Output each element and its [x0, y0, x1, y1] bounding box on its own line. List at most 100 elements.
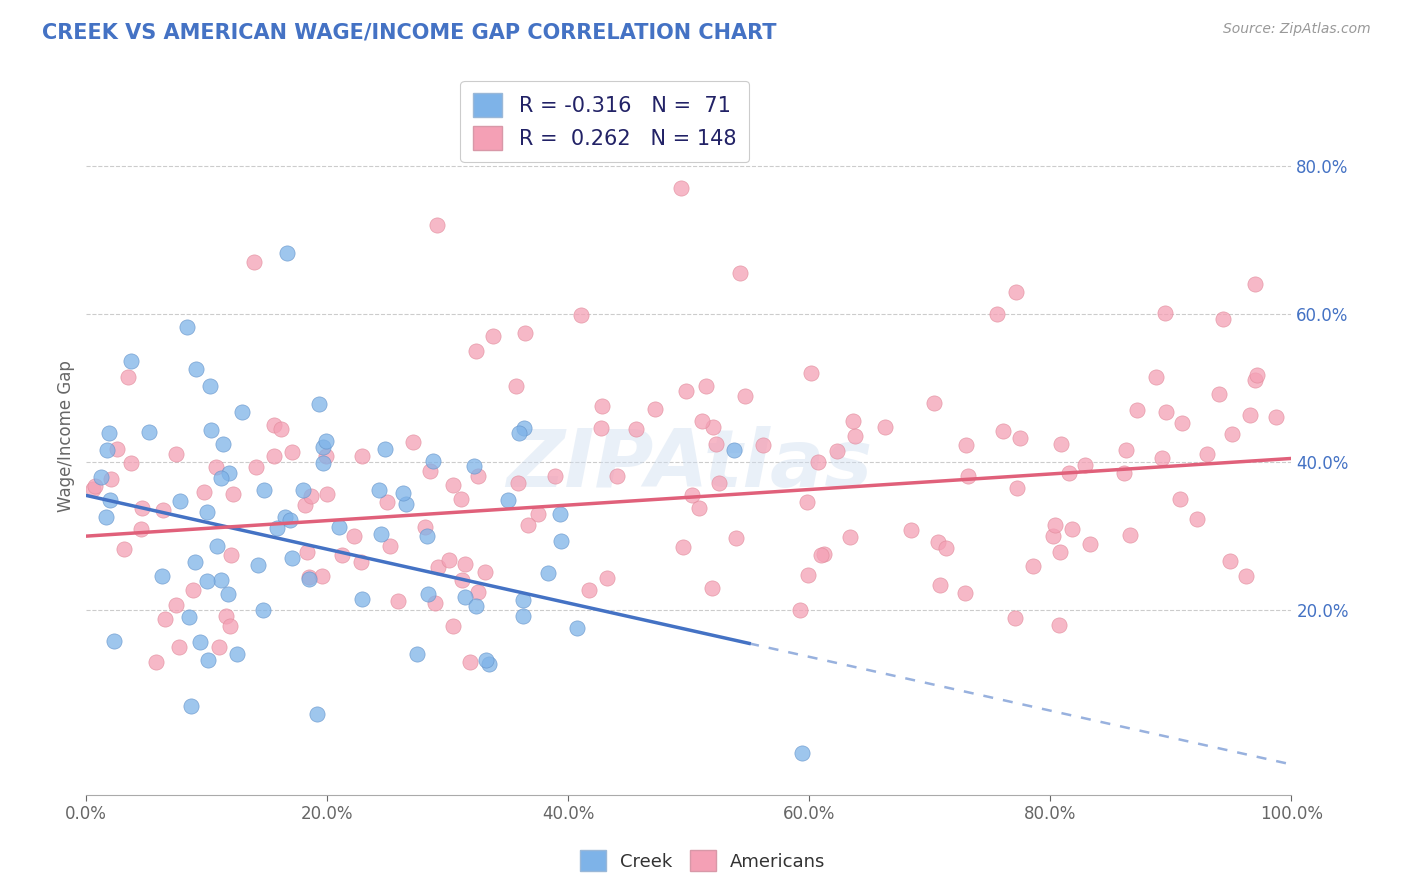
Point	[1171, 417, 1194, 431]
Point	[307, 707, 329, 722]
Point	[207, 540, 229, 554]
Point	[308, 397, 330, 411]
Point	[441, 477, 464, 491]
Point	[544, 469, 567, 483]
Point	[82, 482, 104, 496]
Point	[465, 599, 488, 613]
Point	[695, 379, 717, 393]
Point	[184, 362, 207, 376]
Point	[245, 459, 267, 474]
Point	[1078, 537, 1101, 551]
Point	[212, 437, 235, 451]
Point	[508, 426, 530, 441]
Point	[873, 419, 896, 434]
Point	[425, 596, 447, 610]
Point	[734, 389, 756, 403]
Point	[274, 509, 297, 524]
Point	[330, 549, 353, 563]
Point	[606, 469, 628, 483]
Point	[688, 501, 710, 516]
Point	[1154, 405, 1177, 419]
Point	[797, 567, 820, 582]
Point	[222, 487, 245, 501]
Point	[98, 492, 121, 507]
Point	[209, 573, 232, 587]
Point	[986, 307, 1008, 321]
Legend: R = -0.316   N =  71, R =  0.262   N = 148: R = -0.316 N = 71, R = 0.262 N = 148	[460, 80, 748, 162]
Point	[394, 497, 416, 511]
Point	[725, 532, 748, 546]
Point	[474, 653, 496, 667]
Point	[167, 640, 190, 655]
Point	[550, 533, 572, 548]
Point	[138, 425, 160, 439]
Point	[129, 522, 152, 536]
Point	[281, 445, 304, 459]
Point	[263, 418, 285, 433]
Point	[131, 501, 153, 516]
Point	[153, 612, 176, 626]
Point	[266, 521, 288, 535]
Point	[297, 545, 319, 559]
Point	[730, 266, 752, 280]
Point	[624, 422, 647, 436]
Point	[209, 471, 232, 485]
Point	[252, 603, 274, 617]
Point	[415, 529, 437, 543]
Point	[578, 583, 600, 598]
Point	[181, 582, 204, 597]
Point	[243, 255, 266, 269]
Point	[231, 405, 253, 419]
Point	[953, 585, 976, 599]
Point	[1125, 402, 1147, 417]
Point	[704, 436, 727, 450]
Point	[96, 443, 118, 458]
Point	[1021, 559, 1043, 574]
Point	[165, 447, 187, 461]
Point	[1264, 409, 1286, 424]
Point	[426, 219, 449, 233]
Point	[350, 591, 373, 606]
Y-axis label: Wage/Income Gap: Wage/Income Gap	[58, 360, 75, 512]
Point	[294, 498, 316, 512]
Point	[1244, 277, 1267, 291]
Point	[467, 585, 489, 599]
Point	[927, 534, 949, 549]
Point	[165, 598, 187, 612]
Point	[464, 344, 486, 359]
Point	[672, 540, 695, 554]
Text: ZIPAtlas: ZIPAtlas	[506, 426, 872, 504]
Point	[991, 424, 1014, 438]
Point	[328, 519, 350, 533]
Point	[516, 518, 538, 533]
Point	[276, 246, 298, 260]
Point	[1049, 545, 1071, 559]
Point	[1220, 426, 1243, 441]
Point	[671, 181, 693, 195]
Point	[591, 399, 613, 413]
Point	[467, 469, 489, 483]
Point	[751, 438, 773, 452]
Legend: Creek, Americans: Creek, Americans	[574, 843, 832, 879]
Point	[1212, 312, 1234, 326]
Point	[796, 495, 818, 509]
Point	[565, 621, 588, 635]
Point	[813, 547, 835, 561]
Point	[422, 454, 444, 468]
Point	[1119, 528, 1142, 542]
Point	[208, 640, 231, 654]
Point	[169, 494, 191, 508]
Point	[375, 495, 398, 509]
Point	[1246, 368, 1268, 382]
Text: Source: ZipAtlas.com: Source: ZipAtlas.com	[1223, 22, 1371, 37]
Point	[707, 475, 730, 490]
Point	[675, 384, 697, 398]
Point	[215, 608, 238, 623]
Point	[246, 558, 269, 572]
Point	[292, 483, 315, 497]
Point	[810, 548, 832, 562]
Point	[218, 466, 240, 480]
Point	[350, 449, 373, 463]
Point	[723, 442, 745, 457]
Point	[1004, 285, 1026, 299]
